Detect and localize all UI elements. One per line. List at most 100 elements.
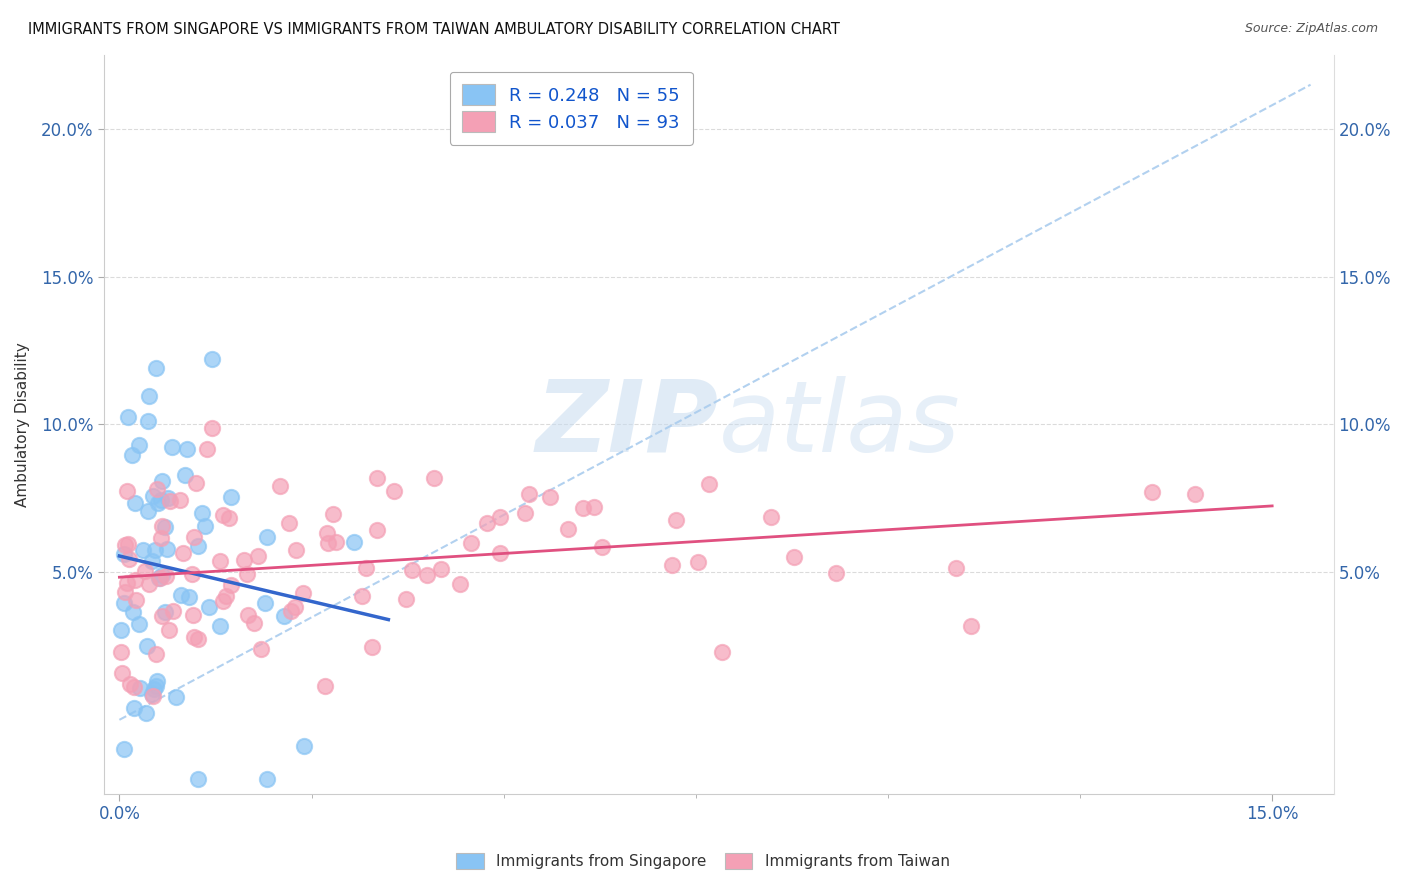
Point <box>187 539 209 553</box>
Point <box>254 596 277 610</box>
Point <box>314 679 336 693</box>
Point <box>186 772 208 786</box>
Point <box>117 409 139 424</box>
Point <box>111 665 134 680</box>
Point <box>665 513 688 527</box>
Point <box>699 477 721 491</box>
Point <box>460 535 482 549</box>
Point <box>538 491 561 505</box>
Point <box>142 690 165 704</box>
Text: atlas: atlas <box>718 376 960 473</box>
Point <box>118 552 141 566</box>
Point <box>136 639 159 653</box>
Point <box>269 479 291 493</box>
Point <box>430 562 453 576</box>
Point <box>515 507 537 521</box>
Point <box>488 510 510 524</box>
Point <box>284 543 307 558</box>
Point <box>194 518 217 533</box>
Point <box>150 475 173 489</box>
Point <box>280 604 302 618</box>
Point <box>201 351 224 366</box>
Point <box>183 530 205 544</box>
Point <box>117 536 139 550</box>
Point <box>292 586 315 600</box>
Point <box>134 564 156 578</box>
Point <box>557 522 579 536</box>
Point <box>153 520 176 534</box>
Point <box>686 555 709 569</box>
Point <box>661 558 683 572</box>
Point <box>215 589 238 603</box>
Point <box>170 588 193 602</box>
Point <box>209 554 232 568</box>
Point <box>583 500 606 514</box>
Point <box>146 673 169 688</box>
Point <box>572 501 595 516</box>
Point <box>423 471 446 485</box>
Point <box>325 535 347 549</box>
Point <box>316 536 339 550</box>
Point <box>125 593 148 607</box>
Point <box>322 507 344 521</box>
Point <box>250 642 273 657</box>
Legend: R = 0.248   N = 55, R = 0.037   N = 93: R = 0.248 N = 55, R = 0.037 N = 93 <box>450 71 693 145</box>
Point <box>212 508 235 522</box>
Point <box>110 645 132 659</box>
Point <box>366 524 388 538</box>
Point <box>191 506 214 520</box>
Point <box>360 640 382 655</box>
Point <box>160 440 183 454</box>
Point <box>350 589 373 603</box>
Point <box>145 361 167 376</box>
Text: Source: ZipAtlas.com: Source: ZipAtlas.com <box>1244 22 1378 36</box>
Point <box>449 577 471 591</box>
Point <box>138 576 160 591</box>
Legend: Immigrants from Singapore, Immigrants from Taiwan: Immigrants from Singapore, Immigrants fr… <box>450 847 956 875</box>
Point <box>236 567 259 582</box>
Point <box>150 568 173 582</box>
Point <box>316 526 339 541</box>
Point <box>117 483 139 498</box>
Point <box>114 585 136 599</box>
Point <box>201 421 224 435</box>
Point <box>146 496 169 510</box>
Point <box>343 534 366 549</box>
Point <box>129 681 152 696</box>
Point <box>122 606 145 620</box>
Point <box>150 519 173 533</box>
Point <box>142 682 165 697</box>
Point <box>945 560 967 574</box>
Point <box>198 600 221 615</box>
Point <box>208 619 231 633</box>
Point <box>759 509 782 524</box>
Point <box>159 493 181 508</box>
Point <box>157 491 180 505</box>
Point <box>354 561 377 575</box>
Point <box>475 516 498 530</box>
Point <box>128 617 150 632</box>
Point <box>236 607 259 622</box>
Point <box>136 504 159 518</box>
Point <box>183 630 205 644</box>
Point <box>174 468 197 483</box>
Point <box>284 600 307 615</box>
Point <box>825 566 848 580</box>
Point <box>150 609 173 624</box>
Text: IMMIGRANTS FROM SINGAPORE VS IMMIGRANTS FROM TAIWAN AMBULATORY DISABILITY CORREL: IMMIGRANTS FROM SINGAPORE VS IMMIGRANTS … <box>28 22 839 37</box>
Point <box>517 487 540 501</box>
Point <box>416 568 439 582</box>
Point <box>219 490 242 504</box>
Point <box>110 624 132 638</box>
Point <box>121 448 143 462</box>
Point <box>179 591 201 605</box>
Point <box>710 645 733 659</box>
Point <box>242 616 264 631</box>
Point <box>155 568 177 582</box>
Point <box>488 546 510 560</box>
Point <box>211 594 233 608</box>
Point <box>401 562 423 576</box>
Point <box>142 489 165 503</box>
Point <box>145 679 167 693</box>
Point <box>153 605 176 619</box>
